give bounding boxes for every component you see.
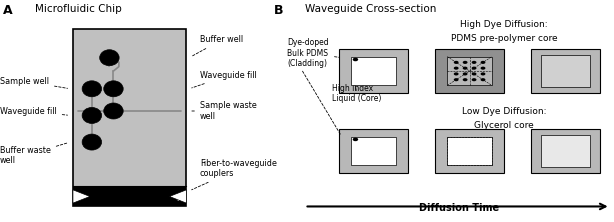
Circle shape	[454, 78, 459, 81]
Circle shape	[104, 81, 123, 97]
Text: Buffer waste
well: Buffer waste well	[0, 143, 68, 165]
Text: A: A	[2, 4, 12, 18]
Circle shape	[481, 78, 486, 81]
Bar	[532, 129, 600, 173]
Bar	[435, 129, 504, 173]
Circle shape	[99, 50, 119, 66]
Circle shape	[82, 81, 101, 97]
Text: Dye-doped
Bulk PDMS
(Cladding): Dye-doped Bulk PDMS (Cladding)	[287, 38, 340, 68]
Bar	[542, 135, 591, 167]
Bar	[73, 29, 187, 206]
Circle shape	[454, 72, 459, 75]
Text: Buffer well: Buffer well	[192, 36, 243, 56]
Text: Waveguide fill: Waveguide fill	[192, 71, 257, 88]
Bar	[351, 57, 395, 85]
Circle shape	[104, 103, 123, 119]
Text: High Index
Liquid (Core): High Index Liquid (Core)	[332, 83, 381, 103]
Text: High Dye Diffusion:: High Dye Diffusion:	[460, 20, 548, 29]
Circle shape	[454, 61, 459, 64]
Circle shape	[463, 72, 467, 75]
Bar	[339, 129, 408, 173]
Circle shape	[82, 134, 101, 150]
Circle shape	[472, 67, 476, 70]
Text: Glycerol core: Glycerol core	[474, 121, 534, 130]
Circle shape	[481, 67, 486, 70]
Circle shape	[472, 72, 476, 75]
Text: Waveguide fill: Waveguide fill	[0, 107, 68, 115]
Text: Sample well: Sample well	[0, 77, 68, 88]
Bar	[351, 137, 395, 165]
Bar	[73, 186, 187, 206]
Text: Sample waste
well: Sample waste well	[192, 101, 257, 121]
Circle shape	[463, 67, 467, 70]
Text: Microfluidic Chip: Microfluidic Chip	[35, 4, 122, 14]
Circle shape	[463, 61, 467, 64]
Polygon shape	[169, 190, 187, 203]
Bar	[447, 57, 492, 85]
Circle shape	[352, 138, 358, 141]
Polygon shape	[73, 190, 90, 203]
Text: B: B	[274, 4, 283, 18]
Text: Diffusion Time: Diffusion Time	[419, 203, 499, 213]
Text: Low Dye Diffusion:: Low Dye Diffusion:	[462, 107, 546, 116]
Circle shape	[463, 78, 467, 81]
Text: Fiber-to-waveguide
couplers: Fiber-to-waveguide couplers	[192, 159, 277, 190]
Bar	[435, 49, 504, 93]
Circle shape	[472, 78, 476, 81]
Bar	[542, 55, 591, 87]
Text: PDMS pre-polymer core: PDMS pre-polymer core	[451, 34, 558, 44]
Circle shape	[454, 67, 459, 70]
Bar	[339, 49, 408, 93]
Circle shape	[472, 61, 476, 64]
Circle shape	[352, 58, 358, 61]
Bar	[532, 49, 600, 93]
Bar	[447, 137, 492, 165]
Circle shape	[481, 61, 486, 64]
Text: Waveguide Cross-section: Waveguide Cross-section	[305, 4, 436, 14]
Circle shape	[82, 107, 101, 123]
Circle shape	[481, 72, 486, 75]
